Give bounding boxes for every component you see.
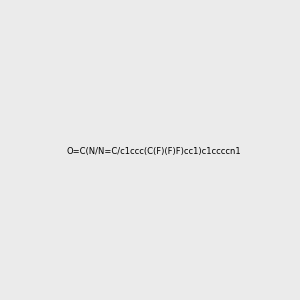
Text: O=C(N/N=C/c1ccc(C(F)(F)F)cc1)c1ccccn1: O=C(N/N=C/c1ccc(C(F)(F)F)cc1)c1ccccn1 (66, 147, 241, 156)
